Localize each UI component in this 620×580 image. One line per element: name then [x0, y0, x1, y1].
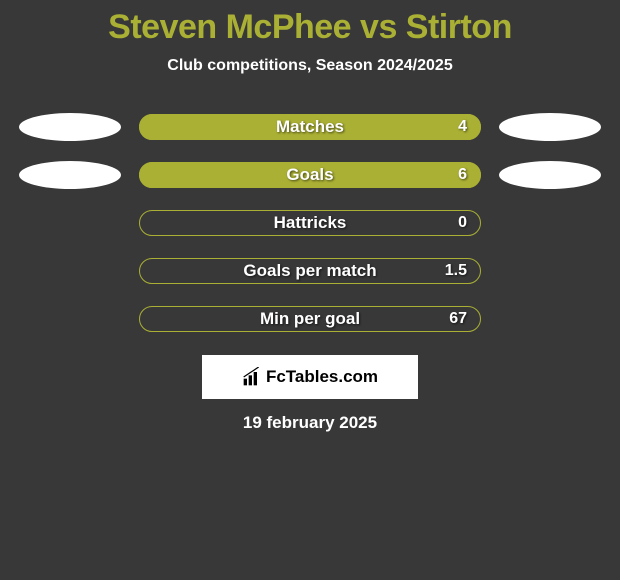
stat-label: Matches: [276, 117, 344, 137]
stat-label: Min per goal: [260, 309, 360, 329]
stat-row: Goals 6: [0, 161, 620, 189]
stat-value: 4: [458, 118, 467, 136]
logo: FcTables.com: [242, 367, 378, 387]
page-title: Steven McPhee vs Stirton: [0, 0, 620, 47]
right-ellipse: [499, 113, 601, 141]
stat-bar: Goals per match 1.5: [139, 258, 481, 284]
logo-box: FcTables.com: [202, 355, 418, 399]
left-spacer: [19, 257, 121, 285]
stat-row: Min per goal 67: [0, 305, 620, 333]
stat-bar: Matches 4: [139, 114, 481, 140]
right-spacer: [499, 305, 601, 333]
left-spacer: [19, 209, 121, 237]
stat-label: Goals: [286, 165, 333, 185]
right-ellipse: [499, 161, 601, 189]
stat-bar: Goals 6: [139, 162, 481, 188]
stat-bar: Hattricks 0: [139, 210, 481, 236]
stat-label: Hattricks: [274, 213, 347, 233]
stat-row: Goals per match 1.5: [0, 257, 620, 285]
left-ellipse: [19, 113, 121, 141]
stat-value: 67: [449, 310, 467, 328]
right-spacer: [499, 257, 601, 285]
logo-text: FcTables.com: [266, 367, 378, 387]
stat-value: 6: [458, 166, 467, 184]
stat-row: Matches 4: [0, 113, 620, 141]
stats-container: Matches 4 Goals 6 Hattricks 0 Goals per match 1…: [0, 113, 620, 333]
left-spacer: [19, 305, 121, 333]
stat-bar: Min per goal 67: [139, 306, 481, 332]
stat-value: 1.5: [445, 262, 467, 280]
date-text: 19 february 2025: [0, 413, 620, 433]
chart-icon: [242, 367, 262, 387]
left-ellipse: [19, 161, 121, 189]
stat-value: 0: [458, 214, 467, 232]
stat-label: Goals per match: [243, 261, 376, 281]
right-spacer: [499, 209, 601, 237]
page-subtitle: Club competitions, Season 2024/2025: [0, 57, 620, 75]
stat-row: Hattricks 0: [0, 209, 620, 237]
